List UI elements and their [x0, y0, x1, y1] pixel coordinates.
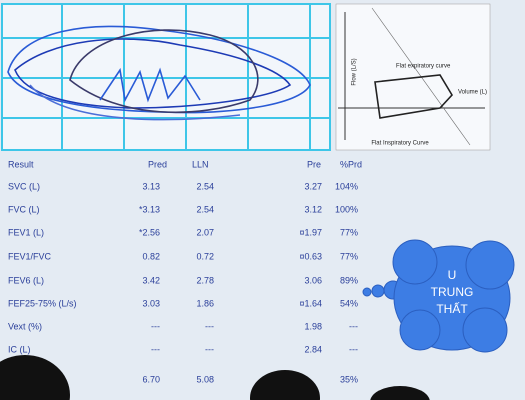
table-cell: 2.07 — [196, 227, 214, 237]
table-cell: 77% — [340, 251, 358, 261]
table-header: Result — [8, 159, 34, 169]
flow-volume-loops — [7, 25, 311, 121]
table-cell: FVC (L) — [8, 204, 40, 214]
table-cell: --- — [151, 344, 160, 354]
table-cell: 3.42 — [142, 275, 160, 285]
table-cell: 2.54 — [196, 181, 214, 191]
cloud-text: U TRUNG THẤT — [431, 268, 474, 316]
table-cell: --- — [205, 344, 214, 354]
table-cell: *2.56 — [139, 227, 160, 237]
diagram-label: Flat expiratory curve — [396, 64, 451, 70]
table-cell: 6.70 — [142, 374, 160, 384]
diagram-label: Flow (L/S) — [352, 58, 358, 85]
table-cell: --- — [151, 321, 160, 331]
table-cell: SVC (L) — [8, 181, 40, 191]
table-cell: FEV1 (L) — [8, 227, 44, 237]
table-cell: 3.27 — [304, 181, 322, 191]
cloud-line: THẤT — [436, 301, 468, 316]
table-cell: 1.98 — [304, 321, 322, 331]
table-cell: 54% — [340, 298, 358, 308]
table-cell: 0.72 — [196, 251, 214, 261]
table-cell: ¤1.97 — [299, 227, 322, 237]
thought-cloud — [362, 239, 515, 353]
table-cell: 77% — [340, 227, 358, 237]
table-cell: 2.84 — [304, 344, 322, 354]
flat-curve-diagram: Flat expiratory curve Flow (L/S) Volume … — [335, 3, 491, 151]
table-cell: FEV6 (L) — [8, 275, 44, 285]
table-cell: 100% — [335, 204, 358, 214]
table-cell: 104% — [335, 181, 358, 191]
table-cell: 35% — [340, 374, 358, 384]
table-header: %Prd — [340, 159, 362, 169]
table-cell: ¤1.64 — [299, 298, 322, 308]
table-cell: 2.78 — [196, 275, 214, 285]
table-cell: 2.54 — [196, 204, 214, 214]
table-cell: --- — [205, 321, 214, 331]
table-cell: 3.06 — [304, 275, 322, 285]
table-cell: 3.03 — [142, 298, 160, 308]
table-cell: FEF25-75% (L/s) — [8, 298, 77, 308]
table-cell: 5.08 — [196, 374, 214, 384]
diagram-label: Flat Inspiratory Curve — [371, 141, 429, 147]
results-table: Result Pred LLN Pre %Prd SVC (L) 3.13 2.54 3.27 1… — [8, 159, 362, 384]
table-cell: 3.13 — [142, 181, 160, 191]
cloud-line: U — [448, 268, 457, 282]
table-cell: --- — [349, 321, 358, 331]
table-header: LLN — [192, 159, 209, 169]
loop-graph — [1, 3, 331, 151]
table-cell: Vext (%) — [8, 321, 42, 331]
table-cell: 89% — [340, 275, 358, 285]
table-cell: 3.12 — [304, 204, 322, 214]
table-cell: FEV1/FVC — [8, 251, 52, 261]
table-cell: --- — [349, 344, 358, 354]
table-header: Pred — [148, 159, 167, 169]
table-cell: *3.13 — [139, 204, 160, 214]
table-cell: ¤0.63 — [299, 251, 322, 261]
table-cell: 1.86 — [196, 298, 214, 308]
table-cell: IC (L) — [8, 344, 31, 354]
table-cell: 0.82 — [142, 251, 160, 261]
cloud-line: TRUNG — [431, 285, 474, 299]
table-header: Pre — [307, 159, 321, 169]
diagram-label: Volume (L) — [458, 90, 487, 96]
audience-heads — [0, 355, 430, 400]
